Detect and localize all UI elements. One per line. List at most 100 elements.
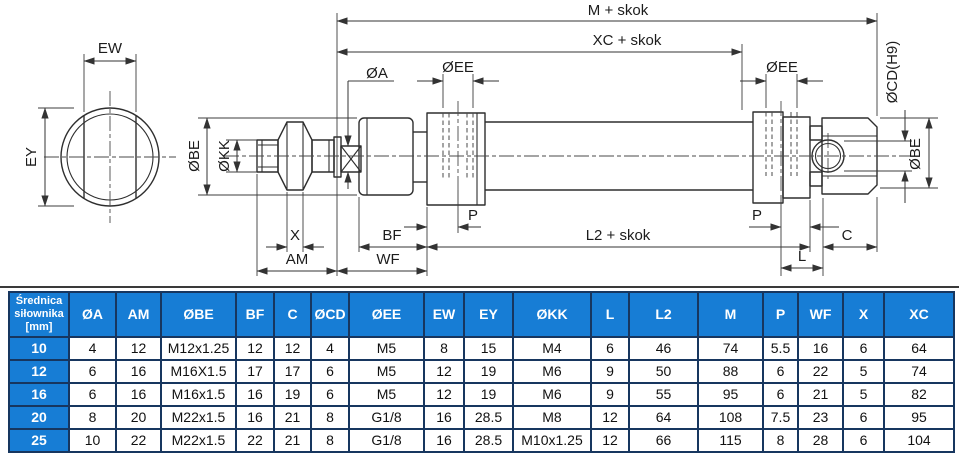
value-cell: 16 xyxy=(235,381,275,407)
value-cell: 6 xyxy=(310,381,350,407)
value-cell: M22x1.5 xyxy=(160,404,237,430)
left-diameter-dimensions: ØBE ØKK xyxy=(186,117,357,196)
table-row: 25 10 22 M22x1.5 22 21 8 G1/8 16 28.5 M10x1.25 12 66… xyxy=(8,427,955,453)
cylinder-dimension-drawing: EW EY xyxy=(23,2,938,276)
dim-label-ocd-h9: ØCD(H9) xyxy=(884,41,901,104)
dim-label-bf: BF xyxy=(382,227,401,244)
value-cell: 108 xyxy=(697,404,764,430)
value-cell: 7.5 xyxy=(762,404,799,430)
value-cell: 6 xyxy=(842,404,885,430)
dim-label-am: AM xyxy=(286,251,309,268)
value-cell: 6 xyxy=(68,381,117,407)
value-cell: 15 xyxy=(463,335,514,361)
row-size-cell: 12 xyxy=(8,358,70,384)
value-cell: 16 xyxy=(423,404,465,430)
header-cell: EW xyxy=(423,291,465,338)
dim-label-l: L xyxy=(798,248,806,265)
header-cell: ØCD xyxy=(310,291,350,338)
value-cell: 6 xyxy=(842,427,885,453)
table-row: 10 4 12 M12x1.25 12 12 4 M5 8 15 M4 6 46 74 5.5 16 6 64 xyxy=(8,335,955,361)
value-cell: 6 xyxy=(68,358,117,384)
dim-label-m-skok: M + skok xyxy=(588,2,649,19)
value-cell: 22 xyxy=(797,358,844,384)
rear-cap-clevis xyxy=(752,101,878,204)
value-cell: 12 xyxy=(423,358,465,384)
value-cell: 115 xyxy=(697,427,764,453)
dim-label-obe-right: ØBE xyxy=(907,138,924,170)
value-cell: 46 xyxy=(628,335,699,361)
value-cell: 21 xyxy=(273,427,312,453)
cylinder-end-view: EW EY xyxy=(23,40,176,223)
dim-label-xc-skok: XC + skok xyxy=(593,32,662,49)
dim-label-ew: EW xyxy=(98,40,123,57)
header-cell-size: Średnica siłownika [mm] xyxy=(8,291,70,338)
table-row: 20 8 20 M22x1.5 16 21 8 G1/8 16 28.5 M8 12 64 108 7.5 2… xyxy=(8,404,955,430)
value-cell: M10x1.25 xyxy=(512,427,592,453)
row-size-cell: 10 xyxy=(8,335,70,361)
dim-label-x: X xyxy=(290,227,300,244)
value-cell: 22 xyxy=(235,427,275,453)
dim-label-okk: ØKK xyxy=(216,140,233,172)
value-cell: 82 xyxy=(883,381,955,407)
table-header-row: Średnica siłownika [mm] ØA AM ØBE BF C ØCD ØEE E… xyxy=(8,291,955,338)
row-size-cell: 20 xyxy=(8,404,70,430)
value-cell: 16 xyxy=(235,404,275,430)
value-cell: 12 xyxy=(235,335,275,361)
value-cell: 55 xyxy=(628,381,699,407)
header-cell: ØEE xyxy=(348,291,425,338)
header-cell: BF xyxy=(235,291,275,338)
row-size-cell: 25 xyxy=(8,427,70,453)
value-cell: 8 xyxy=(762,427,799,453)
value-cell: M5 xyxy=(348,381,425,407)
value-cell: M4 xyxy=(512,335,592,361)
dim-label-oee-front: ØEE xyxy=(442,59,474,76)
value-cell: 8 xyxy=(68,404,117,430)
value-cell: M16X1.5 xyxy=(160,358,237,384)
header-cell: ØBE xyxy=(160,291,237,338)
separator-line xyxy=(0,286,959,288)
value-cell: 88 xyxy=(697,358,764,384)
value-cell: 28.5 xyxy=(463,404,514,430)
table-row: 12 6 16 M16X1.5 17 17 6 M5 12 19 M6 9 50 88 6 22 5 74 xyxy=(8,358,955,384)
value-cell: G1/8 xyxy=(348,404,425,430)
value-cell: 6 xyxy=(310,358,350,384)
value-cell: 16 xyxy=(115,358,162,384)
dim-label-l2-skok: L2 + skok xyxy=(586,227,651,244)
dim-label-p-front: P xyxy=(468,207,478,224)
value-cell: 5 xyxy=(842,358,885,384)
value-cell: M6 xyxy=(512,381,592,407)
value-cell: 22 xyxy=(115,427,162,453)
value-cell: 16 xyxy=(423,427,465,453)
value-cell: 23 xyxy=(797,404,844,430)
value-cell: 8 xyxy=(423,335,465,361)
header-cell: C xyxy=(273,291,312,338)
value-cell: 16 xyxy=(115,381,162,407)
value-cell: 17 xyxy=(273,358,312,384)
header-cell: EY xyxy=(463,291,514,338)
row-size-cell: 16 xyxy=(8,381,70,407)
value-cell: 19 xyxy=(463,358,514,384)
value-cell: 17 xyxy=(235,358,275,384)
value-cell: 8 xyxy=(310,404,350,430)
value-cell: 64 xyxy=(883,335,955,361)
value-cell: 12 xyxy=(423,381,465,407)
value-cell: 50 xyxy=(628,358,699,384)
value-cell: 66 xyxy=(628,427,699,453)
value-cell: 21 xyxy=(273,404,312,430)
value-cell: G1/8 xyxy=(348,427,425,453)
value-cell: 12 xyxy=(590,427,630,453)
front-head xyxy=(358,101,486,206)
header-cell: M xyxy=(697,291,764,338)
value-cell: 10 xyxy=(68,427,117,453)
top-dimensions: M + skok XC + skok ØA ØEE ØEE xyxy=(336,2,878,276)
value-cell: 19 xyxy=(463,381,514,407)
value-cell: 4 xyxy=(310,335,350,361)
value-cell: 28 xyxy=(797,427,844,453)
dim-label-c: C xyxy=(842,227,853,244)
value-cell: 5 xyxy=(842,381,885,407)
dim-label-wf: WF xyxy=(376,251,399,268)
value-cell: 104 xyxy=(883,427,955,453)
dim-label-ey: EY xyxy=(23,147,40,167)
header-cell: L xyxy=(590,291,630,338)
cylinder-tube xyxy=(485,121,753,191)
